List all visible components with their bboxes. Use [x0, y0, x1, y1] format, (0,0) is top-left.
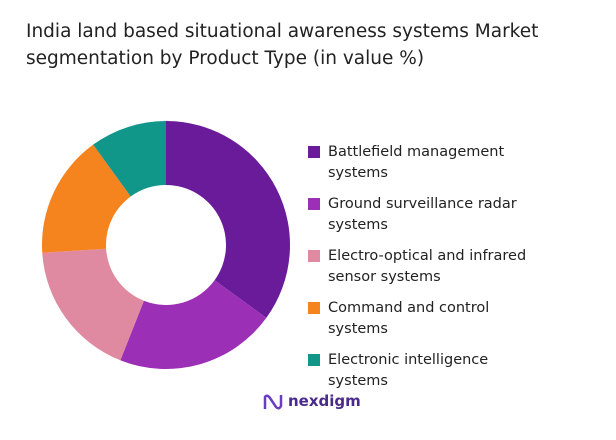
donut-slice	[42, 248, 144, 361]
legend-item: Electro-optical and infrared sensor syst…	[308, 246, 548, 290]
brand-name: nexdigm	[288, 392, 361, 410]
legend-swatch	[308, 198, 320, 210]
legend: Battlefield management systems Ground sur…	[308, 142, 548, 402]
legend-label: Battlefield management systems	[328, 144, 505, 181]
brand-logo: nexdigm	[262, 392, 361, 411]
donut-slice	[42, 144, 131, 253]
legend-swatch	[308, 354, 320, 366]
donut-slice	[166, 121, 291, 318]
donut-slice	[120, 280, 267, 370]
legend-swatch	[308, 250, 320, 262]
legend-item: Battlefield management systems	[308, 142, 548, 186]
legend-item: Electronic intelligence systems	[308, 350, 548, 394]
legend-label: Command and control systems	[328, 300, 490, 337]
legend-label: Electronic intelligence systems	[328, 352, 489, 389]
logo-icon	[263, 393, 283, 410]
donut-slice	[93, 121, 166, 197]
legend-item: Ground surveillance radar systems	[308, 194, 548, 238]
legend-swatch	[308, 302, 320, 314]
legend-label: Ground surveillance radar systems	[328, 196, 517, 233]
legend-swatch	[308, 146, 320, 158]
legend-item: Command and control systems	[308, 298, 548, 342]
legend-label: Electro-optical and infrared sensor syst…	[328, 248, 527, 285]
chart-title: India land based situational awareness s…	[26, 21, 539, 69]
